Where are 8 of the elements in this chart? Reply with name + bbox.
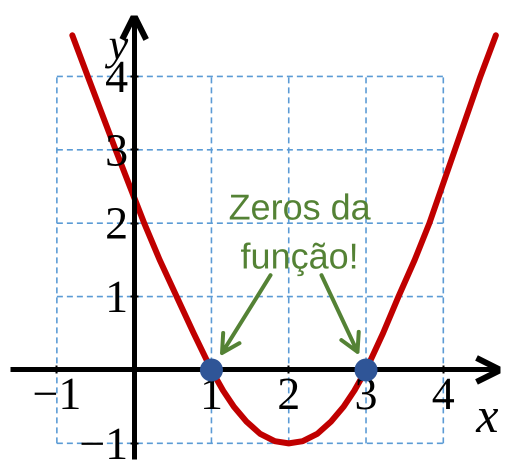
x-axis-title: x [475,386,499,443]
y-tick-label: −1 [79,418,128,469]
annotation: Zeros da função! [228,186,372,277]
x-tick-label: −1 [32,368,82,419]
x-tick-label: 4 [432,368,455,419]
y-tick-label: 2 [105,198,128,249]
x-tick-label: 2 [277,368,300,419]
y-tick-label: 1 [105,271,128,322]
